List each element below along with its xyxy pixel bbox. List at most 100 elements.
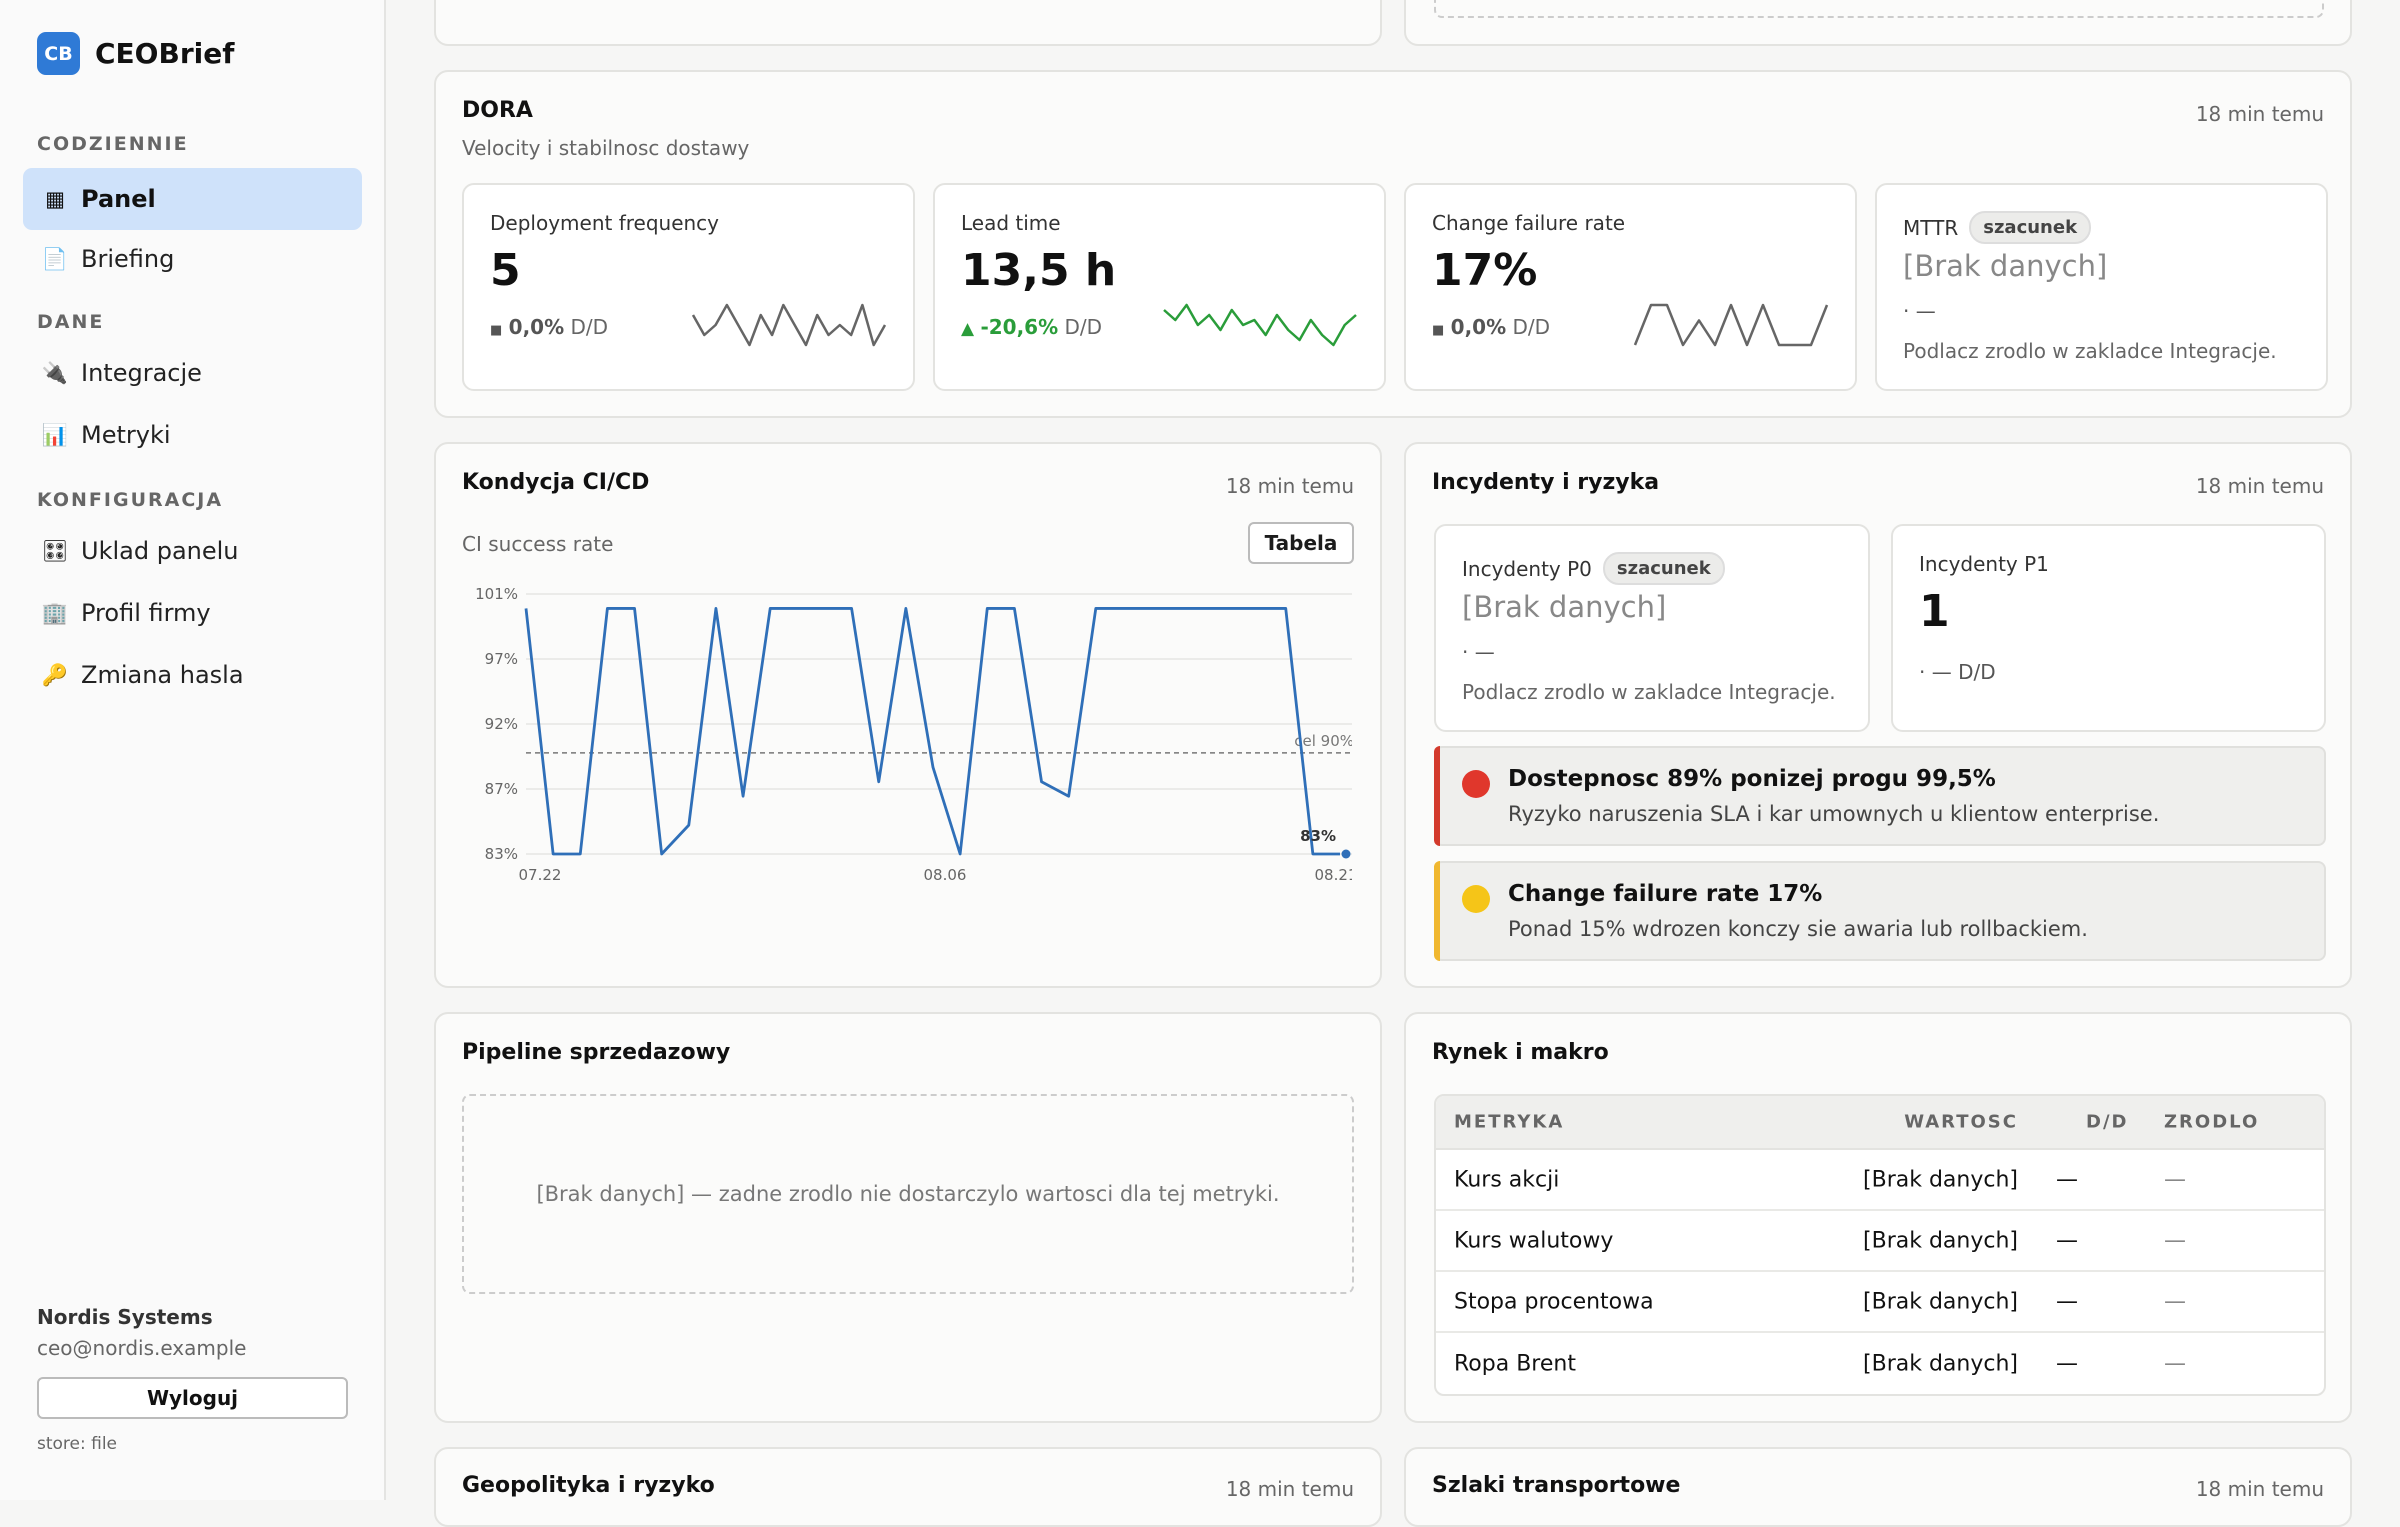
column-header: METRYKA xyxy=(1454,1111,1565,1133)
sidebar-item-briefing[interactable]: 📄 Briefing xyxy=(23,228,362,290)
metric-label-text: Incydenty P0 xyxy=(1462,556,1592,581)
table-row[interactable]: Kurs walutowy [Brak danych] — — xyxy=(1436,1211,2324,1272)
dora-card: DORA Velocity i stabilnosc dostawy 18 mi… xyxy=(434,70,2352,418)
last-updated: 18 min temu xyxy=(2195,1477,2324,1501)
cell-delta: — xyxy=(2056,1351,2078,1376)
logo[interactable]: CB CEOBrief xyxy=(37,32,234,75)
cell-value: [Brak danych] xyxy=(1863,1289,2018,1314)
logout-button[interactable]: Wyloguj xyxy=(37,1377,348,1419)
metric-label-text: MTTR xyxy=(1903,215,1959,240)
company-name: Nordis Systems xyxy=(37,1305,213,1329)
last-updated: 18 min temu xyxy=(1225,474,1354,498)
ci-success-series xyxy=(524,607,1340,856)
metric-label: Change failure rate xyxy=(1432,211,1626,235)
metric-delta: ▲ -20,6% D/D xyxy=(961,315,1102,339)
sparkline-series xyxy=(1633,303,1829,347)
app-name: CEOBrief xyxy=(95,37,235,70)
delta-value: 0,0% xyxy=(1450,315,1507,339)
card-title: Rynek i makro xyxy=(1432,1040,1609,1065)
sidebar-item-zmiana-hasla[interactable]: 🔑 Zmiana hasla xyxy=(23,644,362,706)
alert-severity-bar xyxy=(1434,746,1440,846)
sidebar-item-label: Metryki xyxy=(81,421,171,449)
card-title: Geopolityka i ryzyko xyxy=(462,1473,715,1498)
delta-suffix: D/D xyxy=(570,315,609,339)
column-header: D/D xyxy=(2086,1111,2129,1133)
incidents-card: Incydenty i ryzyka 18 min temu Incydenty… xyxy=(1404,442,2352,988)
metric-delta: · — xyxy=(1462,640,1495,664)
cell-delta: — xyxy=(2056,1167,2078,1192)
card-subtitle: Velocity i stabilnosc dostawy xyxy=(462,136,750,160)
shipping-routes-card: Szlaki transportowe 18 min temu xyxy=(1404,1447,2352,1527)
metric-value: 17% xyxy=(1432,245,1538,296)
alert-description: Ryzyko naruszenia SLA i kar umownych u k… xyxy=(1508,802,2160,826)
cicd-card: Kondycja CI/CD 18 min temu CI success ra… xyxy=(434,442,1382,988)
metric-incidents-p1[interactable]: Incydenty P1 1 · — D/D xyxy=(1891,524,2326,732)
cell-value: [Brak danych] xyxy=(1863,1167,2018,1192)
building-icon: 🏢 xyxy=(41,600,69,625)
sidebar: CB CEOBrief CODZIENNIE ▦ Panel 📄 Briefin… xyxy=(0,0,386,1500)
y-tick-label: 92% xyxy=(485,715,518,733)
table-row[interactable]: Ropa Brent [Brak danych] — — xyxy=(1436,1333,2324,1394)
metric-incidents-p0[interactable]: Incydenty P0 szacunek [Brak danych] · — P… xyxy=(1434,524,1870,732)
sparkline-chart xyxy=(1633,303,1829,347)
sidebar-item-panel[interactable]: ▦ Panel xyxy=(23,168,362,230)
sidebar-item-uklad-panelu[interactable]: 🎛 Uklad panelu xyxy=(23,520,362,582)
delta-neutral-icon: ■ xyxy=(1432,323,1445,338)
nav-section-data: DANE xyxy=(37,311,105,333)
metric-change-failure-rate[interactable]: Change failure rate 17% ■ 0,0% D/D xyxy=(1404,183,1857,391)
last-updated: 18 min temu xyxy=(1225,1477,1354,1501)
chart-subtitle: CI success rate xyxy=(462,532,614,556)
market-table: METRYKA WARTOSC D/D ZRODLO Kurs akcji [B… xyxy=(1434,1094,2326,1396)
sidebar-item-metryki[interactable]: 📊 Metryki xyxy=(23,404,362,466)
y-tick-label: 83% xyxy=(485,845,518,863)
metric-label: Deployment frequency xyxy=(490,211,720,235)
x-tick-label: 08.21 xyxy=(1315,866,1352,884)
metric-label: MTTR szacunek xyxy=(1903,211,2092,244)
metric-value: [Brak danych] xyxy=(1462,590,1667,624)
delta-value: -20,6% xyxy=(980,315,1059,339)
yellow-circle-icon xyxy=(1462,885,1490,913)
metric-value: 1 xyxy=(1919,586,1950,637)
delta-value: 0,0% xyxy=(508,315,565,339)
sidebar-item-label: Profil firmy xyxy=(81,599,211,627)
sidebar-item-profil-firmy[interactable]: 🏢 Profil firmy xyxy=(23,582,362,644)
sparkline-series xyxy=(691,303,887,347)
cell-source: — xyxy=(2164,1167,2186,1192)
column-header: WARTOSC xyxy=(1904,1111,2018,1133)
cell-value: [Brak danych] xyxy=(1863,1351,2018,1376)
nav-section-config: KONFIGURACJA xyxy=(37,489,224,511)
table-row[interactable]: Kurs akcji [Brak danych] — — xyxy=(1436,1150,2324,1211)
column-header: ZRODLO xyxy=(2164,1111,2260,1133)
table-view-button[interactable]: Tabela xyxy=(1248,522,1354,564)
table-header: METRYKA WARTOSC D/D ZRODLO xyxy=(1436,1096,2324,1150)
card-title: Incydenty i ryzyka xyxy=(1432,470,1660,495)
metric-delta: ■ 0,0% D/D xyxy=(1432,315,1550,339)
metric-hint: Podlacz zrodlo w zakladce Integracje. xyxy=(1903,339,2277,363)
cell-metric: Kurs walutowy xyxy=(1454,1228,1614,1253)
sliders-icon: 🎛 xyxy=(41,538,69,563)
metric-deployment-frequency[interactable]: Deployment frequency 5 ■ 0,0% D/D xyxy=(462,183,915,391)
empty-state: [Brak danych] — zadne zrodlo nie dostarc… xyxy=(462,1094,1354,1294)
user-email: ceo@nordis.example xyxy=(37,1336,247,1360)
last-updated: 18 min temu xyxy=(2195,102,2324,126)
last-updated: 18 min temu xyxy=(2195,474,2324,498)
pipeline-card: Pipeline sprzedazowy [Brak danych] — zad… xyxy=(434,1012,1382,1423)
cell-source: — xyxy=(2164,1289,2186,1314)
sidebar-item-label: Uklad panelu xyxy=(81,537,239,565)
metric-delta: · — xyxy=(1903,299,1936,323)
metric-label: Lead time xyxy=(961,211,1061,235)
alert-title: Dostepnosc 89% ponizej progu 99,5% xyxy=(1508,766,1996,792)
metric-mttr[interactable]: MTTR szacunek [Brak danych] · — Podlacz z… xyxy=(1875,183,2328,391)
last-point-marker xyxy=(1341,849,1351,859)
metric-delta: · — D/D xyxy=(1919,660,1996,684)
card-partial-top-right xyxy=(1404,0,2352,46)
empty-placeholder xyxy=(1434,0,2324,18)
sparkline-chart xyxy=(691,303,887,347)
metric-lead-time[interactable]: Lead time 13,5 h ▲ -20,6% D/D xyxy=(933,183,1386,391)
table-row[interactable]: Stopa procentowa [Brak danych] — — xyxy=(1436,1272,2324,1333)
delta-up-icon: ▲ xyxy=(961,319,975,339)
sidebar-item-integracje[interactable]: 🔌 Integracje xyxy=(23,342,362,404)
alert-change-failure[interactable]: Change failure rate 17% Ponad 15% wdroze… xyxy=(1434,861,2326,961)
alert-availability[interactable]: Dostepnosc 89% ponizej progu 99,5% Ryzyk… xyxy=(1434,746,2326,846)
